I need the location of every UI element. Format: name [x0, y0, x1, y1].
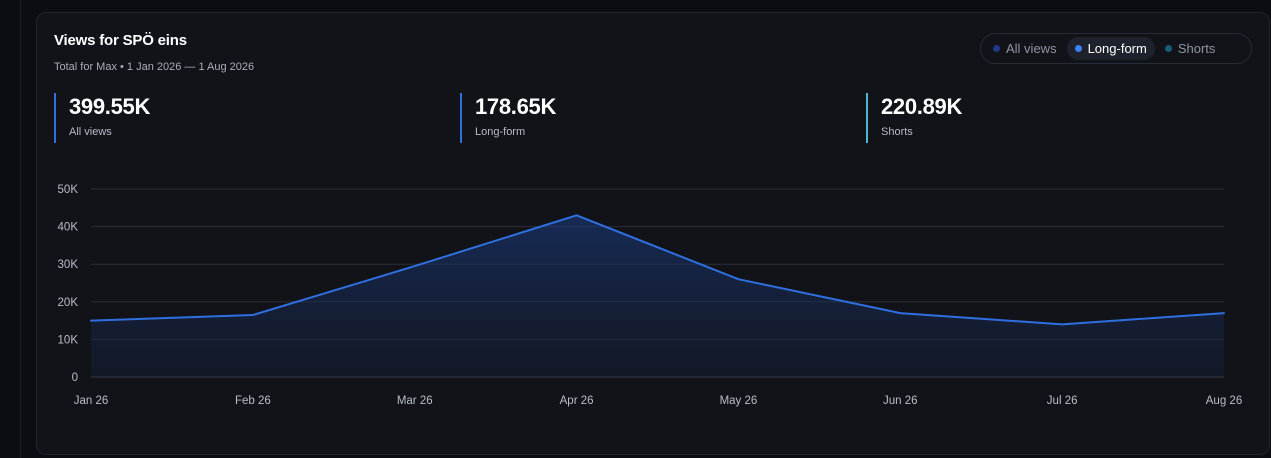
y-tick-label: 40K: [58, 222, 79, 234]
stat-long-form-value: 178.65K: [475, 94, 557, 119]
card-title: Views for SPÖ eins: [54, 32, 187, 49]
stat-all-views-value: 399.55K: [69, 94, 151, 119]
x-axis-ticks: Jan 26 Feb 26 Mar 26 Apr 26 May 26 Jun 26 Jul …: [74, 395, 1242, 407]
x-tick-label: Feb 26: [235, 395, 271, 407]
stat-long-form-label: Long-form: [475, 126, 526, 138]
y-tick-label: 10K: [58, 334, 79, 346]
stat-shorts-label: Shorts: [881, 126, 913, 138]
stat-long-form: 178.65K Long-form: [460, 93, 556, 143]
toggle-long-form-label: Long-form: [1087, 41, 1147, 56]
all-views-dot-icon: [993, 45, 1000, 52]
x-tick-label: Apr 26: [560, 395, 594, 407]
stat-all-views: 399.55K All views: [54, 93, 150, 143]
views-chart-card: Views for SPÖ eins Total for Max • 1 Jan…: [36, 12, 1270, 455]
series-area: [91, 215, 1224, 377]
area-layer: [91, 215, 1224, 377]
x-tick-label: Jan 26: [74, 395, 109, 407]
view-type-toggle: All views Long-form Shorts: [980, 33, 1252, 64]
x-tick-label: Jun 26: [883, 395, 918, 407]
x-tick-label: Jul 26: [1047, 395, 1078, 407]
x-tick-label: Mar 26: [397, 395, 433, 407]
stat-shorts-value: 220.89K: [881, 94, 963, 119]
line-layer: [90, 214, 1225, 326]
y-tick-label: 30K: [58, 259, 79, 271]
toggle-shorts-label: Shorts: [1177, 41, 1216, 56]
toggle-all-views[interactable]: All views: [985, 37, 1065, 60]
toggle-long-form[interactable]: Long-form: [1066, 37, 1155, 60]
series-line: [90, 214, 1225, 326]
shorts-dot-icon: [1164, 45, 1172, 52]
card-subtitle: Total for Max • 1 Jan 2026 — 1 Aug 2026: [54, 61, 255, 73]
y-axis-ticks: 0 10K 20K 30K 40K 50K: [58, 184, 79, 384]
toggle-all-views-label: All views: [1006, 41, 1057, 56]
x-tick-label: May 26: [720, 395, 758, 407]
long-form-dot-icon: [1074, 45, 1082, 52]
toggle-shorts[interactable]: Shorts: [1157, 37, 1224, 60]
y-tick-label: 50K: [58, 184, 79, 196]
y-tick-label: 0: [72, 372, 78, 384]
stat-shorts: 220.89K Shorts: [866, 93, 962, 143]
left-rail: [0, 0, 21, 458]
x-tick-label: Aug 26: [1206, 395, 1242, 407]
stat-all-views-label: All views: [69, 126, 112, 138]
y-tick-label: 20K: [58, 297, 79, 309]
